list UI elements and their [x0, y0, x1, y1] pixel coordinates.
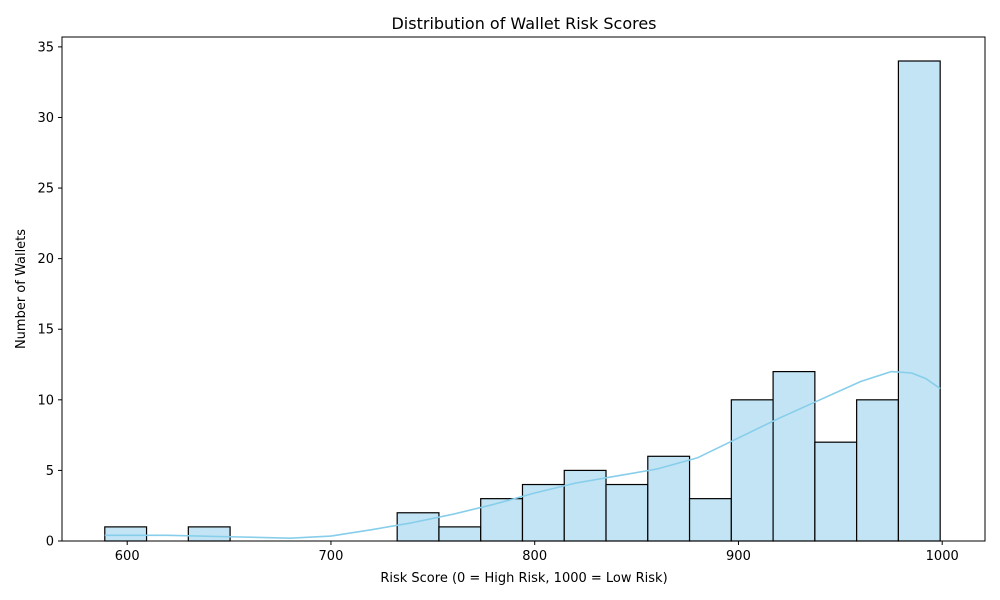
histogram-bar-15	[730, 399, 774, 542]
histogram-bar-14	[688, 498, 732, 542]
histogram-bar-12	[605, 483, 649, 542]
y-tick-label-0: 0	[46, 535, 54, 550]
x-tick-label-700: 700	[319, 549, 344, 564]
plot-area: 600 700 800 900 1000 0 5 10 15 20 25 30 35	[37, 36, 986, 564]
y-tick-label-20: 20	[37, 252, 54, 267]
histogram-bar-10	[521, 483, 565, 542]
x-axis-label: Risk Score (0 = High Risk, 1000 = Low Ri…	[380, 571, 667, 586]
y-tick-label-10: 10	[37, 393, 54, 408]
chart-title: Distribution of Wallet Risk Scores	[391, 14, 656, 33]
x-tick-label-800: 800	[522, 549, 547, 564]
histogram-bar-16	[772, 370, 816, 542]
x-tick-label-1000: 1000	[926, 549, 959, 564]
histogram-bar-13	[647, 455, 691, 542]
histogram-bar-8	[438, 526, 482, 542]
y-tick-label-30: 30	[37, 111, 54, 126]
histogram-bar-18	[856, 399, 900, 542]
histogram-bar-2	[187, 526, 231, 542]
x-tick-label-900: 900	[726, 549, 751, 564]
histogram-bar-19	[897, 60, 941, 542]
plot-frame	[61, 36, 986, 542]
y-tick-label-15: 15	[37, 323, 54, 338]
kde-curve	[104, 370, 941, 539]
histogram-bar-0	[104, 526, 148, 542]
y-axis-label: Number of Wallets	[14, 229, 29, 349]
histogram-bar-17	[814, 441, 858, 542]
y-tick-label-35: 35	[37, 40, 54, 55]
y-tick-label-5: 5	[46, 464, 54, 479]
histogram-bar-9	[480, 498, 524, 542]
histogram-bar-7	[396, 512, 440, 542]
x-tick-label-600: 600	[115, 549, 140, 564]
y-tick-label-25: 25	[37, 182, 54, 197]
